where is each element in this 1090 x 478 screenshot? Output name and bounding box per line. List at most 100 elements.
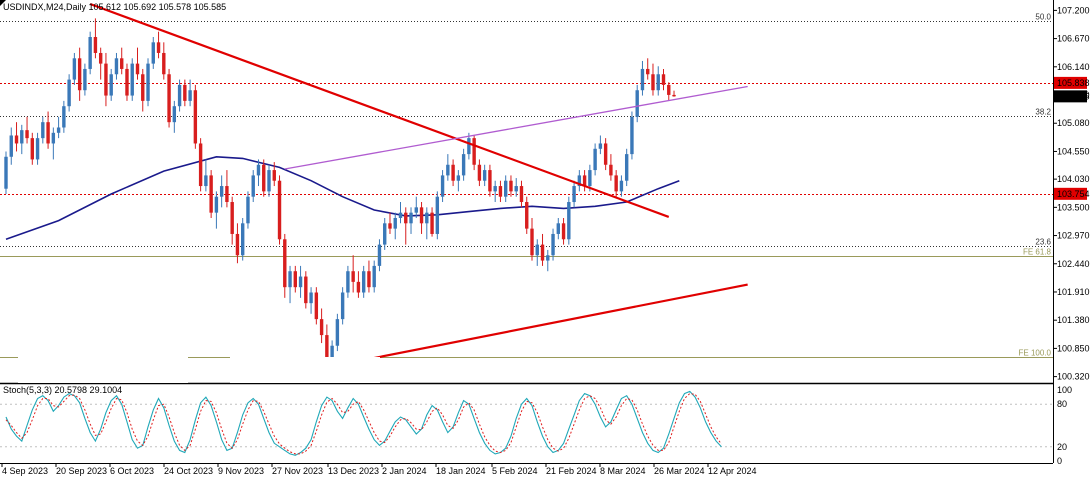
candle[interactable]	[56, 116, 61, 139]
candle[interactable]	[356, 271, 361, 298]
candle[interactable]	[35, 132, 40, 165]
candle[interactable]	[41, 116, 45, 144]
candle[interactable]	[77, 47, 82, 101]
candle[interactable]	[120, 47, 124, 75]
candle[interactable]	[4, 151, 8, 195]
candle[interactable]	[183, 79, 187, 107]
candle[interactable]	[456, 170, 461, 192]
candle[interactable]	[451, 159, 455, 187]
candle[interactable]	[398, 202, 403, 224]
candle[interactable]	[262, 159, 266, 197]
candle[interactable]	[504, 175, 508, 203]
candle[interactable]	[609, 154, 613, 181]
candle[interactable]	[225, 170, 229, 208]
candle[interactable]	[130, 58, 134, 101]
candle[interactable]	[624, 148, 629, 187]
candle[interactable]	[214, 191, 219, 229]
candle[interactable]	[346, 265, 350, 298]
candle[interactable]	[467, 132, 471, 160]
candle[interactable]	[630, 111, 634, 160]
candle[interactable]	[361, 265, 366, 298]
candle[interactable]	[283, 233, 287, 298]
candle[interactable]	[198, 138, 203, 192]
candle[interactable]	[388, 212, 392, 234]
stoch-main-line[interactable]	[5, 390, 722, 456]
candle[interactable]	[241, 217, 245, 261]
candle[interactable]	[293, 265, 297, 293]
candle[interactable]	[572, 180, 576, 208]
candle[interactable]	[567, 196, 571, 245]
candle[interactable]	[62, 100, 66, 133]
candle[interactable]	[672, 90, 676, 97]
candle[interactable]	[393, 212, 397, 240]
candle[interactable]	[277, 175, 282, 245]
candle[interactable]	[425, 207, 429, 240]
candle[interactable]	[188, 79, 192, 107]
candle[interactable]	[409, 207, 413, 234]
candle[interactable]	[114, 52, 119, 80]
candle[interactable]	[646, 58, 650, 80]
candle[interactable]	[83, 63, 87, 96]
candle[interactable]	[288, 265, 292, 304]
candle[interactable]	[125, 63, 129, 101]
candle[interactable]	[414, 196, 418, 218]
candle[interactable]	[493, 180, 497, 203]
stoch-signal-line[interactable]	[5, 393, 722, 455]
candle[interactable]	[561, 217, 566, 245]
candle[interactable]	[167, 68, 171, 128]
candle[interactable]	[640, 60, 645, 96]
candle[interactable]	[30, 132, 34, 165]
candle[interactable]	[488, 164, 492, 197]
candle[interactable]	[440, 170, 445, 203]
candle[interactable]	[219, 175, 224, 208]
candle[interactable]	[104, 52, 108, 107]
candle[interactable]	[314, 287, 319, 325]
candle[interactable]	[251, 170, 255, 203]
candle[interactable]	[667, 82, 671, 101]
candle[interactable]	[635, 84, 639, 123]
candle[interactable]	[598, 135, 603, 155]
candle[interactable]	[256, 159, 261, 187]
candle[interactable]	[335, 313, 340, 352]
candle[interactable]	[246, 191, 250, 229]
candle[interactable]	[304, 271, 308, 309]
candle[interactable]	[535, 239, 539, 266]
candle[interactable]	[430, 207, 434, 237]
candle[interactable]	[25, 116, 29, 144]
candle[interactable]	[93, 18, 98, 59]
candle[interactable]	[272, 162, 276, 187]
candle[interactable]	[135, 47, 140, 80]
candle[interactable]	[619, 175, 624, 197]
candle[interactable]	[162, 42, 166, 80]
candle[interactable]	[46, 111, 50, 149]
candle[interactable]	[14, 122, 19, 152]
candle[interactable]	[582, 170, 587, 192]
candle[interactable]	[556, 217, 560, 240]
candle[interactable]	[204, 159, 208, 192]
candle[interactable]	[20, 124, 24, 155]
candle[interactable]	[603, 138, 608, 171]
candle[interactable]	[661, 68, 666, 91]
candle[interactable]	[209, 170, 213, 218]
candle[interactable]	[477, 159, 482, 187]
candle[interactable]	[435, 191, 440, 240]
candle[interactable]	[404, 207, 408, 245]
candle[interactable]	[9, 127, 13, 165]
candle[interactable]	[383, 217, 387, 250]
candle[interactable]	[461, 148, 466, 181]
candle[interactable]	[72, 52, 77, 85]
candle[interactable]	[593, 143, 597, 176]
candle[interactable]	[177, 79, 182, 112]
candle[interactable]	[472, 135, 476, 171]
candle[interactable]	[546, 249, 550, 272]
candle[interactable]	[514, 178, 518, 197]
candle[interactable]	[377, 239, 382, 272]
candle[interactable]	[88, 31, 92, 75]
candle[interactable]	[267, 164, 271, 197]
candle[interactable]	[109, 68, 113, 101]
candle[interactable]	[193, 84, 198, 149]
candle[interactable]	[372, 260, 376, 293]
candle[interactable]	[340, 287, 345, 325]
candle[interactable]	[656, 66, 660, 96]
candle[interactable]	[509, 175, 513, 197]
